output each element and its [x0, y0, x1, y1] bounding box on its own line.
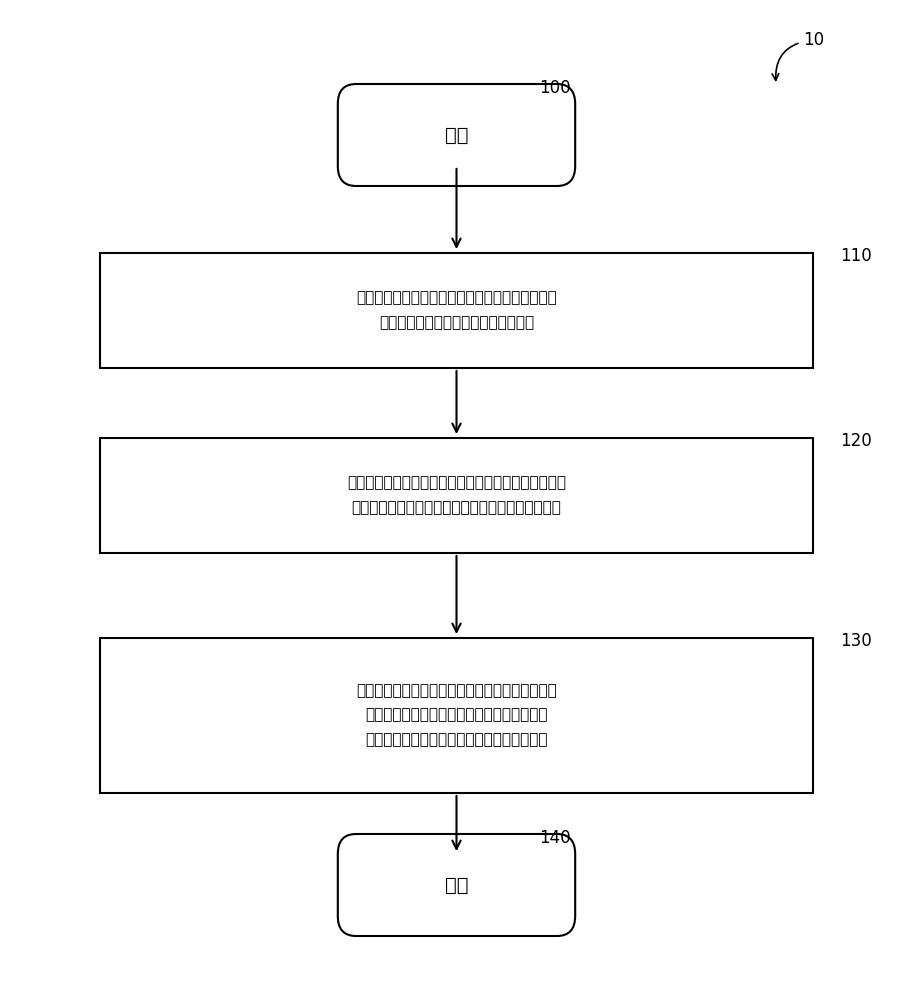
Text: 结束: 结束 — [445, 876, 468, 894]
Text: 100: 100 — [539, 79, 571, 97]
FancyBboxPatch shape — [100, 253, 813, 367]
Text: 140: 140 — [539, 829, 571, 847]
FancyBboxPatch shape — [100, 438, 813, 552]
Text: 10: 10 — [772, 31, 824, 80]
Text: 产生一第一导电层于触控装置的显示面板的上层，
其中该第一导电层包含至少一第一区域: 产生一第一导电层于触控装置的显示面板的上层， 其中该第一导电层包含至少一第一区域 — [356, 290, 557, 330]
Text: 提供相同极性的电位予该第一区域与该第二区域，
使该第二区域与该第一区域极性相斥而呈向上
凸起，以于触控装置的表面形成动态按压触感: 提供相同极性的电位予该第一区域与该第二区域， 使该第二区域与该第一区域极性相斥而… — [356, 683, 557, 747]
Text: 110: 110 — [840, 247, 872, 265]
Text: 开始: 开始 — [445, 125, 468, 144]
FancyBboxPatch shape — [338, 834, 575, 936]
FancyBboxPatch shape — [338, 84, 575, 186]
Text: 130: 130 — [840, 632, 872, 650]
FancyBboxPatch shape — [100, 638, 813, 792]
Text: 产生一第二导电层于该第一导电层的上层，其中该第二
导电层包含对应该至少一第一区域的至少一第二区域: 产生一第二导电层于该第一导电层的上层，其中该第二 导电层包含对应该至少一第一区域… — [347, 475, 566, 515]
Text: 120: 120 — [840, 432, 872, 450]
